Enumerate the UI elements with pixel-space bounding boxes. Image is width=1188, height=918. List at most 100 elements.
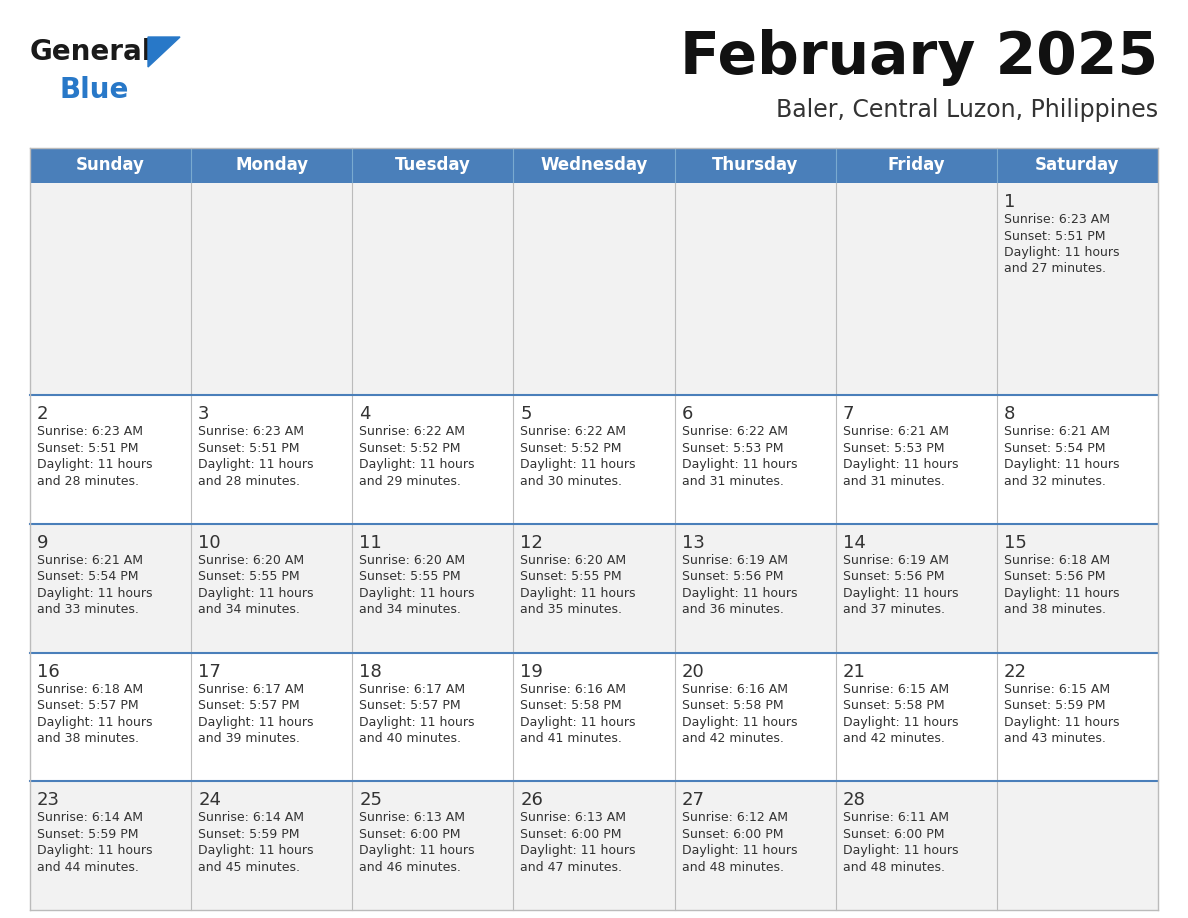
Text: Daylight: 11 hours: Daylight: 11 hours — [37, 845, 152, 857]
Text: and 28 minutes.: and 28 minutes. — [198, 475, 301, 487]
Text: Sunset: 5:52 PM: Sunset: 5:52 PM — [359, 442, 461, 454]
Text: Daylight: 11 hours: Daylight: 11 hours — [359, 587, 475, 600]
Text: Daylight: 11 hours: Daylight: 11 hours — [520, 716, 636, 729]
Text: Sunset: 5:59 PM: Sunset: 5:59 PM — [198, 828, 299, 841]
Bar — [30, 653, 1158, 781]
Text: Sunset: 5:59 PM: Sunset: 5:59 PM — [1004, 700, 1105, 712]
Text: Daylight: 11 hours: Daylight: 11 hours — [37, 716, 152, 729]
Text: Sunset: 6:00 PM: Sunset: 6:00 PM — [359, 828, 461, 841]
Text: Daylight: 11 hours: Daylight: 11 hours — [520, 587, 636, 600]
Text: Monday: Monday — [235, 156, 308, 174]
Text: and 47 minutes.: and 47 minutes. — [520, 861, 623, 874]
Text: 7: 7 — [842, 406, 854, 423]
Text: Daylight: 11 hours: Daylight: 11 hours — [842, 587, 959, 600]
Text: Daylight: 11 hours: Daylight: 11 hours — [1004, 246, 1119, 259]
Text: Daylight: 11 hours: Daylight: 11 hours — [198, 845, 314, 857]
Text: and 48 minutes.: and 48 minutes. — [682, 861, 784, 874]
Text: and 36 minutes.: and 36 minutes. — [682, 603, 783, 617]
Text: Sunrise: 6:17 AM: Sunrise: 6:17 AM — [359, 683, 466, 696]
Text: 6: 6 — [682, 406, 693, 423]
Bar — [30, 396, 1158, 524]
Text: and 43 minutes.: and 43 minutes. — [1004, 733, 1106, 745]
Text: and 35 minutes.: and 35 minutes. — [520, 603, 623, 617]
Text: 24: 24 — [198, 791, 221, 810]
Text: 13: 13 — [682, 534, 704, 552]
Text: and 38 minutes.: and 38 minutes. — [37, 733, 139, 745]
Bar — [997, 148, 1158, 183]
Text: Sunset: 5:57 PM: Sunset: 5:57 PM — [198, 700, 299, 712]
Text: Daylight: 11 hours: Daylight: 11 hours — [842, 716, 959, 729]
Text: Baler, Central Luzon, Philippines: Baler, Central Luzon, Philippines — [776, 98, 1158, 122]
Text: Daylight: 11 hours: Daylight: 11 hours — [359, 845, 475, 857]
Text: Daylight: 11 hours: Daylight: 11 hours — [842, 845, 959, 857]
Text: Sunrise: 6:16 AM: Sunrise: 6:16 AM — [520, 683, 626, 696]
Text: Sunset: 5:55 PM: Sunset: 5:55 PM — [198, 570, 299, 584]
Bar — [30, 781, 1158, 910]
Text: 15: 15 — [1004, 534, 1026, 552]
Bar — [675, 148, 835, 183]
Text: Sunrise: 6:14 AM: Sunrise: 6:14 AM — [198, 812, 304, 824]
Text: Sunset: 5:51 PM: Sunset: 5:51 PM — [37, 442, 139, 454]
Text: and 37 minutes.: and 37 minutes. — [842, 603, 944, 617]
Text: 11: 11 — [359, 534, 383, 552]
Text: Sunrise: 6:18 AM: Sunrise: 6:18 AM — [1004, 554, 1110, 567]
Text: and 42 minutes.: and 42 minutes. — [842, 733, 944, 745]
Text: Sunrise: 6:14 AM: Sunrise: 6:14 AM — [37, 812, 143, 824]
Text: 10: 10 — [198, 534, 221, 552]
Text: and 28 minutes.: and 28 minutes. — [37, 475, 139, 487]
Text: Sunset: 5:56 PM: Sunset: 5:56 PM — [842, 570, 944, 584]
Text: Sunset: 5:57 PM: Sunset: 5:57 PM — [359, 700, 461, 712]
Text: and 34 minutes.: and 34 minutes. — [359, 603, 461, 617]
Text: and 32 minutes.: and 32 minutes. — [1004, 475, 1106, 487]
Text: and 40 minutes.: and 40 minutes. — [359, 733, 461, 745]
Text: Daylight: 11 hours: Daylight: 11 hours — [1004, 587, 1119, 600]
Text: Sunset: 5:58 PM: Sunset: 5:58 PM — [842, 700, 944, 712]
Text: Daylight: 11 hours: Daylight: 11 hours — [198, 458, 314, 471]
Text: Sunrise: 6:19 AM: Sunrise: 6:19 AM — [842, 554, 949, 567]
Text: Sunrise: 6:13 AM: Sunrise: 6:13 AM — [520, 812, 626, 824]
Text: and 42 minutes.: and 42 minutes. — [682, 733, 783, 745]
Text: and 33 minutes.: and 33 minutes. — [37, 603, 139, 617]
Text: and 38 minutes.: and 38 minutes. — [1004, 603, 1106, 617]
Text: and 31 minutes.: and 31 minutes. — [842, 475, 944, 487]
Text: and 29 minutes.: and 29 minutes. — [359, 475, 461, 487]
Bar — [30, 148, 191, 183]
Text: Sunrise: 6:15 AM: Sunrise: 6:15 AM — [1004, 683, 1110, 696]
Text: 19: 19 — [520, 663, 543, 680]
Text: Daylight: 11 hours: Daylight: 11 hours — [37, 587, 152, 600]
Bar — [835, 148, 997, 183]
Text: Friday: Friday — [887, 156, 946, 174]
Text: Thursday: Thursday — [712, 156, 798, 174]
Text: Daylight: 11 hours: Daylight: 11 hours — [198, 587, 314, 600]
Text: 1: 1 — [1004, 193, 1016, 211]
Text: and 34 minutes.: and 34 minutes. — [198, 603, 301, 617]
Text: 5: 5 — [520, 406, 532, 423]
Text: Sunset: 5:53 PM: Sunset: 5:53 PM — [682, 442, 783, 454]
Text: and 39 minutes.: and 39 minutes. — [198, 733, 301, 745]
Bar — [513, 148, 675, 183]
Text: Daylight: 11 hours: Daylight: 11 hours — [842, 458, 959, 471]
Text: and 48 minutes.: and 48 minutes. — [842, 861, 944, 874]
Text: Daylight: 11 hours: Daylight: 11 hours — [359, 458, 475, 471]
Text: Sunrise: 6:21 AM: Sunrise: 6:21 AM — [842, 425, 949, 438]
Text: Sunset: 6:00 PM: Sunset: 6:00 PM — [520, 828, 623, 841]
Text: 16: 16 — [37, 663, 59, 680]
Text: Sunrise: 6:20 AM: Sunrise: 6:20 AM — [520, 554, 626, 567]
Text: Sunrise: 6:17 AM: Sunrise: 6:17 AM — [198, 683, 304, 696]
Text: Daylight: 11 hours: Daylight: 11 hours — [198, 716, 314, 729]
Text: 22: 22 — [1004, 663, 1026, 680]
Text: and 46 minutes.: and 46 minutes. — [359, 861, 461, 874]
Text: General: General — [30, 38, 152, 66]
Text: Daylight: 11 hours: Daylight: 11 hours — [520, 845, 636, 857]
Text: Sunset: 5:56 PM: Sunset: 5:56 PM — [682, 570, 783, 584]
Text: Sunrise: 6:12 AM: Sunrise: 6:12 AM — [682, 812, 788, 824]
Polygon shape — [148, 37, 181, 67]
Bar — [30, 524, 1158, 653]
Text: and 30 minutes.: and 30 minutes. — [520, 475, 623, 487]
Text: Sunrise: 6:20 AM: Sunrise: 6:20 AM — [198, 554, 304, 567]
Text: Sunset: 5:54 PM: Sunset: 5:54 PM — [37, 570, 139, 584]
Text: Sunrise: 6:23 AM: Sunrise: 6:23 AM — [37, 425, 143, 438]
Text: Daylight: 11 hours: Daylight: 11 hours — [1004, 716, 1119, 729]
Text: Sunset: 5:51 PM: Sunset: 5:51 PM — [1004, 230, 1105, 242]
Text: 21: 21 — [842, 663, 866, 680]
